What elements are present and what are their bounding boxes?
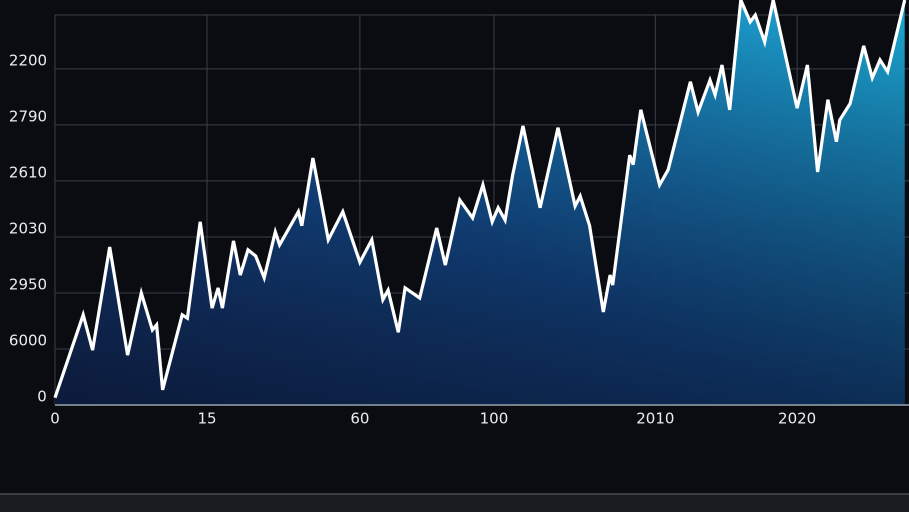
y-tick-label: 2790 — [9, 107, 47, 125]
x-tick-label: 0 — [50, 410, 60, 428]
x-tick-label: 2010 — [636, 410, 674, 428]
y-tick-label: 2950 — [9, 275, 47, 293]
x-tick-label: 60 — [350, 410, 369, 428]
x-tick-label: 2020 — [778, 410, 816, 428]
x-tick-label: 15 — [197, 410, 216, 428]
y-tick-label: 0 — [37, 388, 47, 406]
area-shade — [55, 0, 905, 405]
y-tick-label: 2610 — [9, 163, 47, 181]
y-tick-label: 6000 — [9, 331, 47, 349]
y-tick-label: 2030 — [9, 219, 47, 237]
bottom-panel — [0, 494, 909, 512]
y-tick-label: 2200 — [9, 51, 47, 69]
x-tick-label: 100 — [480, 410, 509, 428]
line — [53, 0, 907, 399]
